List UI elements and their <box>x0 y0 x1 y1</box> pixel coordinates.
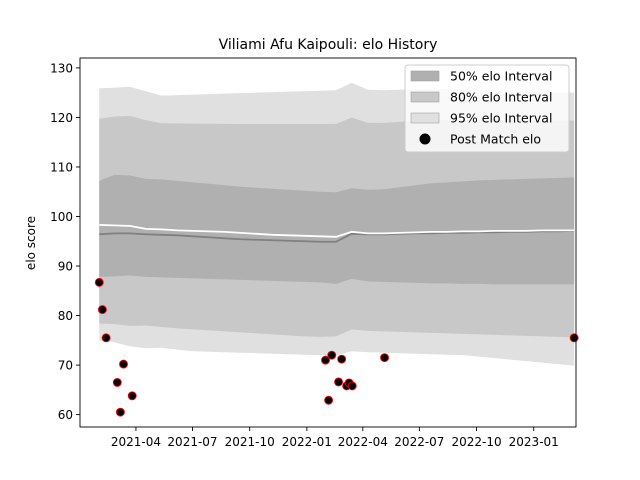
x-tick-label: 2022-04 <box>338 435 388 449</box>
post-match-point <box>380 353 390 363</box>
mean-line <box>99 224 575 238</box>
post-match-point <box>334 377 344 387</box>
post-match-point <box>324 395 334 405</box>
y-tick-label: 110 <box>50 160 73 174</box>
post-match-point <box>119 359 128 369</box>
y-tick-label: 130 <box>50 61 73 75</box>
post-match-point <box>569 333 579 343</box>
x-tick-label: 2022-10 <box>451 435 501 449</box>
post-match-point <box>94 277 104 287</box>
post-match-point <box>127 391 137 401</box>
y-tick-label: 120 <box>50 111 73 125</box>
y-tick-label: 90 <box>58 260 73 274</box>
y-tick-label: 60 <box>58 408 73 422</box>
post-match-point <box>347 381 357 391</box>
y-tick-label: 100 <box>50 210 73 224</box>
band-50 <box>99 174 575 285</box>
x-tick-label: 2021-07 <box>167 435 217 449</box>
y-axis-label: elo score <box>24 216 38 270</box>
post-match-point <box>101 333 111 343</box>
legend-label: 80% elo Interval <box>450 90 552 105</box>
legend: 50% elo Interval 80% elo Interval 95% elo … <box>404 64 570 153</box>
legend-label: 50% elo Interval <box>450 69 552 84</box>
post-match-point <box>97 305 107 315</box>
axes-frame <box>79 57 577 428</box>
plot-area <box>94 82 579 417</box>
axes: 60 70 80 90 100 110 120 130 2021-04 2021-07 2021-1… <box>50 57 577 449</box>
chart-title: Viliami Afu Kaipouli: elo History <box>219 37 438 53</box>
post-match-point <box>327 350 337 360</box>
post-match-point <box>337 354 347 364</box>
x-tick-label: 2022-01 <box>282 435 332 449</box>
median-line <box>99 229 575 243</box>
x-tick-label: 2021-04 <box>111 435 161 449</box>
post-match-point <box>115 407 125 417</box>
legend-marker <box>419 133 431 145</box>
post-match-point <box>112 377 122 387</box>
legend-swatch <box>410 112 440 124</box>
legend-label: Post Match elo <box>450 132 541 147</box>
y-tick-label: 70 <box>58 359 73 373</box>
x-tick-label: 2021-10 <box>225 435 275 449</box>
legend-swatch <box>410 70 440 82</box>
x-tick-label: 2023-01 <box>509 435 559 449</box>
legend-label: 95% elo Interval <box>450 111 552 126</box>
legend-swatch <box>410 91 440 103</box>
post-match-point <box>321 355 330 365</box>
x-tick-label: 2022-07 <box>394 435 444 449</box>
y-tick-label: 80 <box>58 309 73 323</box>
legend-box <box>404 64 570 153</box>
